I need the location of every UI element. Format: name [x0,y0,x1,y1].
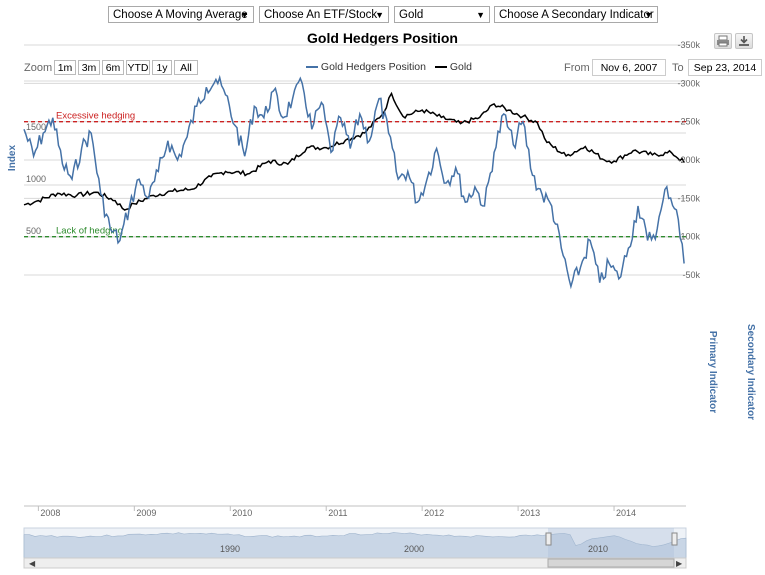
commodity-select[interactable]: Gold ▼ [394,6,490,23]
y-tick-label-primary: -300k [677,78,700,88]
chart-title: Gold Hedgers Position [307,30,458,46]
y-axis-label-primary: Primary Indicator [707,331,718,413]
zoom-ytd-button[interactable]: YTD [126,60,150,75]
zoom-label: Zoom [24,62,53,74]
download-icon [739,36,749,46]
legend: Gold Hedgers Position Gold [306,61,472,73]
x-tick-label: 2012 [424,508,444,518]
navigator-year-label: 2000 [404,544,424,554]
y-tick-label-primary: -350k [677,40,700,50]
legend-label-gold: Gold [449,61,473,73]
series-line-gold [23,91,685,211]
legend-label-hedgers: Gold Hedgers Position [320,61,426,73]
x-tick-label: 2010 [232,508,252,518]
range-from-label: From [564,62,590,74]
series-line-hedgers [23,74,685,290]
y-tick-label-primary: -100k [677,232,700,242]
range-to-label: To [672,62,684,74]
secondary-indicator-select[interactable]: Choose A Secondary Indicator ▼ [494,6,658,23]
print-button[interactable] [714,33,732,49]
y-axis-label-index: Index [7,145,18,172]
legend-item-gold[interactable]: Gold [434,61,473,73]
y-tick-label-index: 1000 [26,174,46,184]
zoom-1y-button[interactable]: 1y [152,60,172,75]
zoom-6m-button[interactable]: 6m [102,60,124,75]
zoom-3m-button[interactable]: 3m [78,60,100,75]
y-tick-label-primary: -150k [677,193,700,203]
scroll-left-icon[interactable]: ◀ [29,559,36,568]
navigator-right-handle[interactable] [671,532,678,546]
x-tick-label: 2013 [520,508,540,518]
legend-swatch-hedgers [306,66,318,69]
scroll-right-icon[interactable]: ▶ [676,559,683,568]
navigator-left-handle[interactable] [545,532,552,546]
x-tick-label: 2014 [616,508,636,518]
legend-swatch-gold [434,66,447,69]
y-tick-label-primary: -250k [677,117,700,127]
etf-stock-select-value: Choose An ETF/Stock [264,9,378,21]
reference-label: Excessive hedging [56,111,135,122]
navigator-year-label: 1990 [220,544,240,554]
printer-icon [717,35,729,47]
navigator-year-label: 2010 [588,544,608,554]
range-from-input[interactable]: Nov 6, 2007 [592,59,666,76]
range-to-input[interactable]: Sep 23, 2014 [688,59,762,76]
moving-average-select[interactable]: Choose A Moving Average ▼ [108,6,254,23]
x-tick-label: 2008 [40,508,60,518]
x-tick-label: 2009 [136,508,156,518]
moving-average-select-value: Choose A Moving Average [113,9,248,21]
download-button[interactable] [735,33,753,49]
navigator[interactable]: 1990 2000 2010 [23,527,687,559]
secondary-indicator-select-value: Choose A Secondary Indicator [499,9,654,21]
zoom-all-button[interactable]: All [174,60,198,75]
y-tick-label-primary: -200k [677,155,700,165]
y-tick-label-index: 500 [26,226,41,236]
y-tick-label-primary: -50k [682,270,700,280]
navigator-scrollbar[interactable]: ◀ ▶ [23,557,687,569]
dropdown-arrow-icon: ▼ [240,10,249,20]
reference-label: Lack of hedging [56,226,123,237]
zoom-1m-button[interactable]: 1m [54,60,76,75]
navigator-selected-range[interactable] [548,528,674,558]
y-axis-label-secondary: Secondary Indicator [745,324,756,420]
etf-stock-select[interactable]: Choose An ETF/Stock ▼ [259,6,389,23]
x-tick-label: 2011 [328,508,347,518]
y-tick-label-index: 1500 [26,122,46,132]
commodity-select-value: Gold [399,9,424,21]
dropdown-arrow-icon: ▼ [644,10,653,20]
dropdown-arrow-icon: ▼ [375,10,384,20]
dropdown-arrow-icon: ▼ [476,10,485,20]
legend-item-hedgers[interactable]: Gold Hedgers Position [306,61,429,73]
